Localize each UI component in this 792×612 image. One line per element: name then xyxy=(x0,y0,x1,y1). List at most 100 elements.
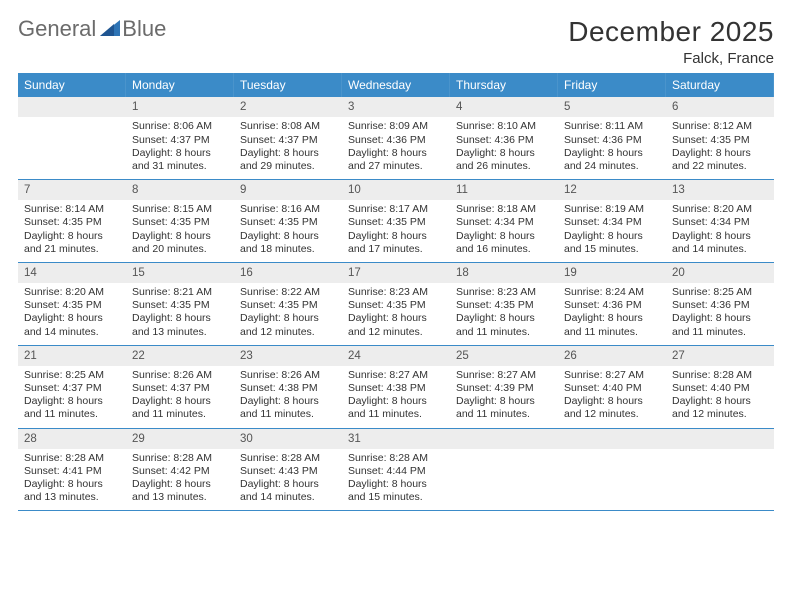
day-body: Sunrise: 8:28 AMSunset: 4:44 PMDaylight:… xyxy=(342,449,450,511)
day-line: and 15 minutes. xyxy=(564,243,660,256)
day-number: 7 xyxy=(18,180,126,200)
day-line: Sunset: 4:34 PM xyxy=(564,216,660,229)
day-body: Sunrise: 8:21 AMSunset: 4:35 PMDaylight:… xyxy=(126,283,234,345)
day-number: 24 xyxy=(342,346,450,366)
day-body xyxy=(450,449,558,458)
day-number: 17 xyxy=(342,263,450,283)
header: General Blue December 2025 Falck, France xyxy=(18,16,774,67)
day-line: Sunrise: 8:25 AM xyxy=(24,369,120,382)
day-body: Sunrise: 8:24 AMSunset: 4:36 PMDaylight:… xyxy=(558,283,666,345)
month-title: December 2025 xyxy=(568,16,774,48)
day-line: Sunrise: 8:23 AM xyxy=(348,286,444,299)
day-line: Daylight: 8 hours xyxy=(348,312,444,325)
day-line: Sunrise: 8:20 AM xyxy=(672,203,768,216)
day-number: 13 xyxy=(666,180,774,200)
day-line: Daylight: 8 hours xyxy=(240,395,336,408)
day-body: Sunrise: 8:28 AMSunset: 4:42 PMDaylight:… xyxy=(126,449,234,511)
day-cell: 24Sunrise: 8:27 AMSunset: 4:38 PMDayligh… xyxy=(342,346,450,428)
day-line: Sunrise: 8:27 AM xyxy=(348,369,444,382)
day-line: Sunrise: 8:23 AM xyxy=(456,286,552,299)
day-line: and 21 minutes. xyxy=(24,243,120,256)
day-line: Sunrise: 8:28 AM xyxy=(240,452,336,465)
day-line: and 11 minutes. xyxy=(564,326,660,339)
day-cell: 29Sunrise: 8:28 AMSunset: 4:42 PMDayligh… xyxy=(126,429,234,511)
day-line: and 14 minutes. xyxy=(672,243,768,256)
day-body xyxy=(558,449,666,458)
day-line: and 11 minutes. xyxy=(348,408,444,421)
day-cell: 2Sunrise: 8:08 AMSunset: 4:37 PMDaylight… xyxy=(234,97,342,179)
day-line: Sunset: 4:40 PM xyxy=(564,382,660,395)
day-cell: 22Sunrise: 8:26 AMSunset: 4:37 PMDayligh… xyxy=(126,346,234,428)
day-line: Sunset: 4:35 PM xyxy=(132,216,228,229)
day-number: 5 xyxy=(558,97,666,117)
day-cell: 13Sunrise: 8:20 AMSunset: 4:34 PMDayligh… xyxy=(666,180,774,262)
day-line: Sunrise: 8:28 AM xyxy=(132,452,228,465)
day-number: 20 xyxy=(666,263,774,283)
day-body: Sunrise: 8:27 AMSunset: 4:40 PMDaylight:… xyxy=(558,366,666,428)
day-line: and 11 minutes. xyxy=(456,408,552,421)
day-line: Daylight: 8 hours xyxy=(564,395,660,408)
day-line: Daylight: 8 hours xyxy=(132,312,228,325)
day-body: Sunrise: 8:27 AMSunset: 4:39 PMDaylight:… xyxy=(450,366,558,428)
day-line: and 15 minutes. xyxy=(348,491,444,504)
day-cell: 5Sunrise: 8:11 AMSunset: 4:36 PMDaylight… xyxy=(558,97,666,179)
day-line: Sunrise: 8:20 AM xyxy=(24,286,120,299)
day-body: Sunrise: 8:14 AMSunset: 4:35 PMDaylight:… xyxy=(18,200,126,262)
day-line: Sunset: 4:38 PM xyxy=(348,382,444,395)
day-line: and 14 minutes. xyxy=(240,491,336,504)
day-line: Sunrise: 8:15 AM xyxy=(132,203,228,216)
day-line: and 18 minutes. xyxy=(240,243,336,256)
day-number: 6 xyxy=(666,97,774,117)
day-line: Sunset: 4:37 PM xyxy=(240,134,336,147)
day-cell: . xyxy=(558,429,666,511)
day-line: and 12 minutes. xyxy=(240,326,336,339)
day-line: Daylight: 8 hours xyxy=(132,395,228,408)
day-number: 3 xyxy=(342,97,450,117)
day-line: Sunset: 4:37 PM xyxy=(24,382,120,395)
day-number: 4 xyxy=(450,97,558,117)
weekday-header: Wednesday xyxy=(342,73,450,97)
day-line: Sunrise: 8:26 AM xyxy=(240,369,336,382)
day-line: Sunrise: 8:10 AM xyxy=(456,120,552,133)
day-number: 22 xyxy=(126,346,234,366)
day-cell: 3Sunrise: 8:09 AMSunset: 4:36 PMDaylight… xyxy=(342,97,450,179)
day-line: Daylight: 8 hours xyxy=(132,478,228,491)
day-line: Sunrise: 8:12 AM xyxy=(672,120,768,133)
day-line: and 26 minutes. xyxy=(456,160,552,173)
day-body: Sunrise: 8:23 AMSunset: 4:35 PMDaylight:… xyxy=(450,283,558,345)
day-body: Sunrise: 8:08 AMSunset: 4:37 PMDaylight:… xyxy=(234,117,342,179)
day-body: Sunrise: 8:26 AMSunset: 4:37 PMDaylight:… xyxy=(126,366,234,428)
day-number: 14 xyxy=(18,263,126,283)
day-line: Daylight: 8 hours xyxy=(240,478,336,491)
day-line: and 27 minutes. xyxy=(348,160,444,173)
day-number: 25 xyxy=(450,346,558,366)
day-line: Daylight: 8 hours xyxy=(456,395,552,408)
day-line: Daylight: 8 hours xyxy=(564,147,660,160)
day-line: Daylight: 8 hours xyxy=(24,395,120,408)
day-line: and 11 minutes. xyxy=(24,408,120,421)
day-line: Daylight: 8 hours xyxy=(24,230,120,243)
weekday-header: Friday xyxy=(558,73,666,97)
day-body: Sunrise: 8:11 AMSunset: 4:36 PMDaylight:… xyxy=(558,117,666,179)
day-number: 31 xyxy=(342,429,450,449)
day-line: Sunrise: 8:08 AM xyxy=(240,120,336,133)
day-line: Sunset: 4:36 PM xyxy=(564,299,660,312)
day-cell: 27Sunrise: 8:28 AMSunset: 4:40 PMDayligh… xyxy=(666,346,774,428)
day-line: and 16 minutes. xyxy=(456,243,552,256)
day-line: Sunset: 4:35 PM xyxy=(456,299,552,312)
day-line: and 31 minutes. xyxy=(132,160,228,173)
day-cell: 19Sunrise: 8:24 AMSunset: 4:36 PMDayligh… xyxy=(558,263,666,345)
day-number: . xyxy=(18,97,126,117)
day-line: and 11 minutes. xyxy=(672,326,768,339)
day-line: Sunset: 4:37 PM xyxy=(132,134,228,147)
day-line: Daylight: 8 hours xyxy=(672,312,768,325)
day-body: Sunrise: 8:18 AMSunset: 4:34 PMDaylight:… xyxy=(450,200,558,262)
day-body: Sunrise: 8:20 AMSunset: 4:35 PMDaylight:… xyxy=(18,283,126,345)
day-line: Sunset: 4:44 PM xyxy=(348,465,444,478)
day-line: and 13 minutes. xyxy=(132,326,228,339)
day-cell: 18Sunrise: 8:23 AMSunset: 4:35 PMDayligh… xyxy=(450,263,558,345)
day-cell: 15Sunrise: 8:21 AMSunset: 4:35 PMDayligh… xyxy=(126,263,234,345)
day-line: Daylight: 8 hours xyxy=(672,395,768,408)
day-body: Sunrise: 8:25 AMSunset: 4:36 PMDaylight:… xyxy=(666,283,774,345)
day-body: Sunrise: 8:17 AMSunset: 4:35 PMDaylight:… xyxy=(342,200,450,262)
